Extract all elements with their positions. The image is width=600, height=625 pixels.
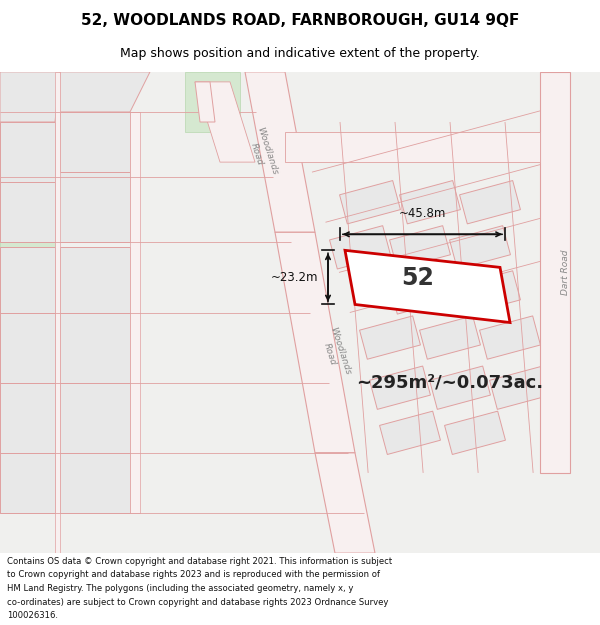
Polygon shape: [0, 72, 600, 553]
Polygon shape: [359, 316, 421, 359]
Polygon shape: [340, 181, 400, 224]
Polygon shape: [245, 72, 315, 232]
Polygon shape: [460, 181, 520, 224]
Polygon shape: [60, 72, 150, 112]
Polygon shape: [0, 382, 55, 453]
Polygon shape: [449, 226, 511, 269]
Text: to Crown copyright and database rights 2023 and is reproduced with the permissio: to Crown copyright and database rights 2…: [7, 571, 380, 579]
Polygon shape: [0, 122, 55, 182]
Text: 52: 52: [401, 266, 434, 290]
Text: ~23.2m: ~23.2m: [271, 271, 318, 284]
Polygon shape: [60, 112, 130, 172]
Polygon shape: [60, 312, 130, 382]
Polygon shape: [389, 271, 451, 314]
Polygon shape: [0, 453, 55, 513]
Polygon shape: [315, 453, 375, 553]
Polygon shape: [345, 251, 510, 322]
Polygon shape: [400, 181, 460, 224]
Polygon shape: [60, 248, 130, 312]
Text: HM Land Registry. The polygons (including the associated geometry, namely x, y: HM Land Registry. The polygons (includin…: [7, 584, 353, 593]
Text: ~45.8m: ~45.8m: [399, 208, 446, 220]
Text: Contains OS data © Crown copyright and database right 2021. This information is : Contains OS data © Crown copyright and d…: [7, 557, 392, 566]
Polygon shape: [380, 411, 440, 454]
Polygon shape: [479, 316, 541, 359]
Polygon shape: [389, 226, 451, 269]
Polygon shape: [60, 453, 130, 513]
Text: 52, WOODLANDS ROAD, FARNBOROUGH, GU14 9QF: 52, WOODLANDS ROAD, FARNBOROUGH, GU14 9Q…: [81, 12, 519, 28]
Polygon shape: [285, 132, 540, 162]
Polygon shape: [0, 248, 55, 312]
Polygon shape: [195, 82, 215, 122]
Polygon shape: [55, 72, 60, 553]
Polygon shape: [0, 72, 60, 122]
Text: Map shows position and indicative extent of the property.: Map shows position and indicative extent…: [120, 48, 480, 61]
Text: Woodlands
Road: Woodlands Road: [318, 326, 352, 379]
Polygon shape: [419, 316, 481, 359]
Polygon shape: [185, 72, 240, 132]
Text: co-ordinates) are subject to Crown copyright and database rights 2023 Ordnance S: co-ordinates) are subject to Crown copyr…: [7, 598, 389, 607]
Polygon shape: [540, 72, 570, 473]
Polygon shape: [130, 112, 140, 513]
Polygon shape: [0, 182, 55, 243]
Polygon shape: [60, 382, 130, 453]
Polygon shape: [445, 411, 505, 454]
Polygon shape: [0, 312, 55, 382]
Polygon shape: [275, 232, 355, 453]
Text: ~295m²/~0.073ac.: ~295m²/~0.073ac.: [356, 374, 544, 392]
Polygon shape: [430, 366, 490, 409]
Polygon shape: [0, 213, 55, 352]
Polygon shape: [195, 82, 255, 162]
Text: 100026316.: 100026316.: [7, 611, 58, 621]
Text: Woodlands
Road: Woodlands Road: [245, 126, 279, 179]
Polygon shape: [490, 366, 550, 409]
Text: Dart Road: Dart Road: [562, 249, 571, 295]
Polygon shape: [370, 366, 430, 409]
Polygon shape: [460, 271, 520, 314]
Polygon shape: [0, 72, 130, 213]
Polygon shape: [329, 226, 391, 269]
Polygon shape: [55, 172, 130, 242]
